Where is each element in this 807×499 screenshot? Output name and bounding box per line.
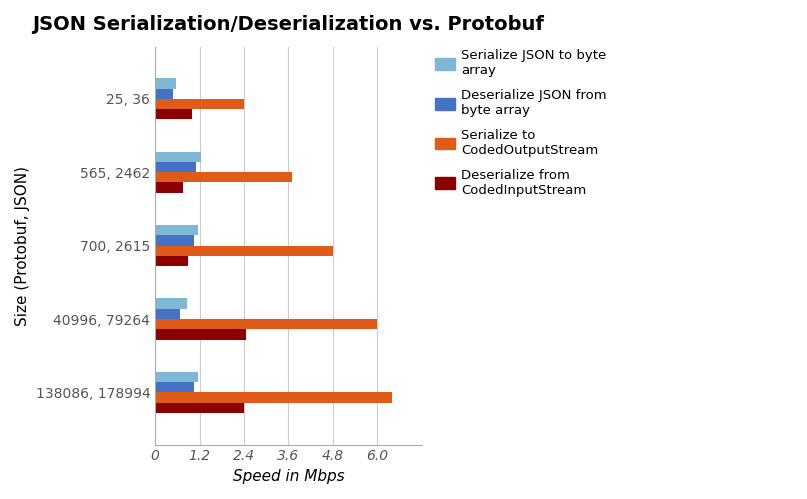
- Bar: [155, 329, 246, 340]
- Y-axis label: Size (Protobuf, JSON): Size (Protobuf, JSON): [15, 166, 30, 326]
- Bar: [155, 403, 244, 413]
- Bar: [155, 372, 198, 382]
- Bar: [155, 392, 392, 403]
- Bar: [155, 256, 188, 266]
- Bar: [155, 225, 198, 236]
- Bar: [155, 309, 180, 319]
- Title: JSON Serialization/Deserialization vs. Protobuf: JSON Serialization/Deserialization vs. P…: [32, 15, 545, 34]
- Bar: [155, 172, 292, 183]
- Bar: [155, 236, 194, 246]
- X-axis label: Speed in Mbps: Speed in Mbps: [232, 469, 345, 484]
- Bar: [155, 99, 244, 109]
- Legend: Serialize JSON to byte
array, Deserialize JSON from
byte array, Serialize to
Cod: Serialize JSON to byte array, Deserializ…: [431, 45, 611, 201]
- Bar: [155, 183, 183, 193]
- Bar: [155, 162, 196, 172]
- Bar: [155, 78, 176, 88]
- Bar: [155, 152, 202, 162]
- Bar: [155, 109, 192, 119]
- Bar: [155, 298, 186, 309]
- Bar: [155, 88, 173, 99]
- Bar: [155, 319, 377, 329]
- Bar: [155, 382, 194, 392]
- Bar: [155, 246, 332, 256]
